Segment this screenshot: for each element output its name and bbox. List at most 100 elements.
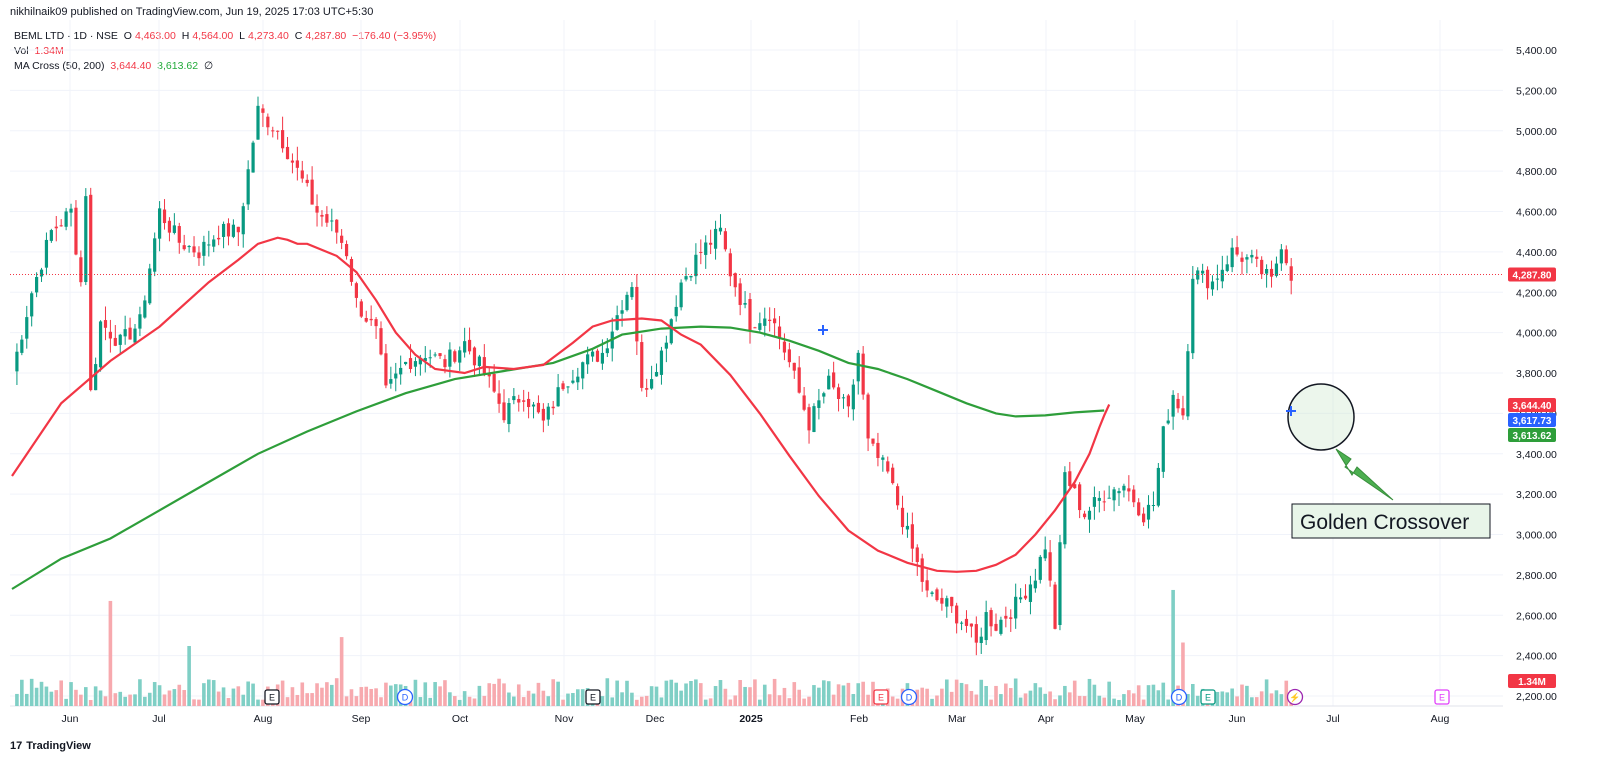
y-tick-label: 3,400.00 bbox=[1516, 449, 1557, 461]
candle-body bbox=[1186, 351, 1190, 417]
candle-body bbox=[1230, 247, 1234, 268]
y-tick-label: 4,600.00 bbox=[1516, 207, 1557, 219]
low-label: L bbox=[239, 30, 245, 42]
candle-body bbox=[777, 326, 782, 339]
volume-bar bbox=[123, 696, 127, 706]
volume-bar bbox=[1038, 687, 1043, 706]
volume-bars bbox=[15, 589, 1293, 706]
volume-bar bbox=[767, 694, 772, 706]
candle-body bbox=[433, 354, 437, 356]
symbol-name[interactable]: BEML LTD · 1D · NSE bbox=[14, 30, 118, 42]
volume-bar bbox=[202, 683, 206, 706]
volume-bar bbox=[1018, 697, 1023, 706]
candle-body bbox=[512, 396, 516, 401]
y-tick-label: 5,000.00 bbox=[1516, 126, 1557, 138]
last-price-tag: 4,287.80 bbox=[1508, 267, 1556, 282]
volume-bar bbox=[49, 691, 54, 706]
volume-bar bbox=[1097, 695, 1102, 706]
volume-bar bbox=[989, 699, 993, 706]
candle-body bbox=[1181, 408, 1185, 416]
volume-bar bbox=[1245, 685, 1249, 706]
volume-bar bbox=[241, 694, 246, 706]
candle-body bbox=[212, 239, 216, 247]
candle-body bbox=[650, 379, 654, 389]
grid-lines bbox=[10, 20, 1503, 707]
volume-bar bbox=[802, 698, 806, 706]
volume-label: Vol bbox=[14, 45, 29, 57]
candle-body bbox=[886, 461, 890, 472]
x-tick-label: Oct bbox=[452, 713, 468, 725]
candle-body bbox=[1028, 584, 1033, 602]
volume-bar bbox=[389, 685, 393, 706]
volume-bar bbox=[713, 686, 718, 706]
candle-body bbox=[856, 352, 860, 382]
volume-bar bbox=[256, 699, 260, 706]
volume-bar bbox=[1087, 678, 1092, 706]
y-tick-label: 3,000.00 bbox=[1516, 530, 1557, 542]
volume-bar bbox=[984, 685, 988, 706]
ma-legend[interactable]: MA Cross (50, 200) 3,644.40 3,613.62 ∅ bbox=[14, 60, 216, 72]
candle-body bbox=[900, 507, 905, 528]
candle-body bbox=[84, 196, 88, 283]
y-tick-label: 4,400.00 bbox=[1516, 247, 1557, 259]
candle-body bbox=[49, 230, 53, 241]
volume-bar bbox=[546, 696, 551, 706]
x-tick-label: Feb bbox=[850, 713, 868, 725]
ma50-price-tag-bg bbox=[1508, 398, 1556, 412]
candle-body bbox=[763, 318, 767, 326]
volume-bar bbox=[531, 693, 536, 706]
ma50-price-tag: 3,644.40 bbox=[1508, 398, 1556, 412]
candle-body bbox=[1260, 259, 1264, 275]
candle-body bbox=[551, 406, 555, 409]
candle-body bbox=[1245, 257, 1249, 260]
candle-body bbox=[103, 320, 108, 328]
tradingview-logo[interactable]: 17 TradingView bbox=[10, 740, 91, 752]
symbol-legend[interactable]: BEML LTD · 1D · NSE O 4,463.00 H 4,564.00 … bbox=[14, 30, 439, 42]
volume-bar bbox=[974, 694, 979, 706]
volume-bar bbox=[610, 697, 615, 706]
candle-body bbox=[207, 244, 211, 246]
candle-body bbox=[226, 223, 231, 237]
volume-bar bbox=[374, 688, 378, 706]
candle-body bbox=[1019, 597, 1023, 600]
volume-bar bbox=[467, 696, 472, 706]
candle-body bbox=[581, 362, 585, 379]
volume-bar bbox=[207, 679, 211, 706]
volume-bar bbox=[1195, 695, 1200, 706]
event-badge bbox=[1286, 688, 1304, 706]
candle-body bbox=[162, 209, 167, 224]
candle-body bbox=[782, 341, 787, 353]
volume-bar bbox=[138, 679, 142, 706]
event-badge bbox=[1200, 689, 1216, 705]
volume-bar bbox=[74, 689, 78, 706]
volume-bar bbox=[507, 692, 511, 706]
volume-bar bbox=[994, 685, 998, 706]
price-axis[interactable]: 5,400.00 5,200.00 5,000.00 4,800.00 4,600.00… bbox=[1516, 45, 1557, 703]
volume-bar bbox=[979, 679, 984, 706]
candle-body bbox=[74, 207, 78, 255]
candle-body bbox=[866, 394, 870, 439]
candle-body bbox=[1161, 426, 1165, 472]
candle-body bbox=[748, 299, 752, 331]
annotation-box bbox=[1291, 503, 1491, 539]
volume-bar bbox=[1107, 681, 1111, 706]
volume-bar bbox=[236, 686, 241, 706]
volume-bar bbox=[772, 678, 777, 706]
volume-legend[interactable]: Vol 1.34M bbox=[14, 45, 67, 57]
candlesticks bbox=[15, 96, 1293, 656]
candle-body bbox=[679, 282, 683, 308]
volume-bar bbox=[635, 699, 639, 706]
ma-label: MA Cross (50, 200) bbox=[14, 60, 105, 72]
y-tick-label: 2,600.00 bbox=[1516, 610, 1557, 622]
volume-bar bbox=[1235, 696, 1239, 706]
time-axis[interactable]: Jun Jul Aug Sep Oct Nov Dec 2025 Feb Mar Apr May Jun… bbox=[62, 713, 1450, 725]
candle-body bbox=[118, 334, 122, 345]
volume-bar bbox=[1274, 690, 1279, 706]
candle-body bbox=[1215, 278, 1219, 280]
volume-bar bbox=[797, 689, 801, 706]
candle-body bbox=[802, 395, 806, 410]
volume-bar bbox=[526, 690, 531, 706]
candle-body bbox=[251, 142, 255, 173]
candle-body bbox=[1137, 502, 1141, 516]
